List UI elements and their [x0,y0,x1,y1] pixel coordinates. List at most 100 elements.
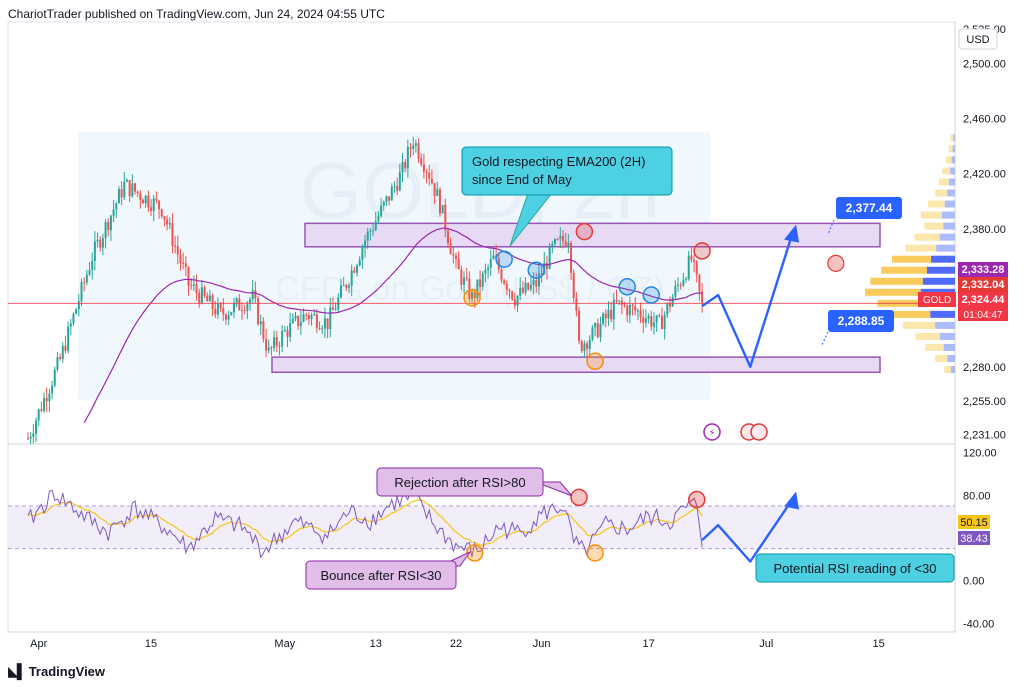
candle-body [564,240,567,246]
candle-body [216,303,219,315]
candle-body [179,254,182,263]
time-axis-tick: May [274,638,295,650]
candle-body [655,315,658,323]
axis-price-label: 2,332.04 [958,277,1008,292]
candle-body [634,306,637,311]
volume-profile [865,134,955,374]
candle-body [401,161,404,173]
support-bounce-marker [586,352,604,371]
candle-body [583,343,586,352]
candle-body [377,215,380,222]
candle-body [147,195,150,208]
volume-profile-bar-up [870,277,923,285]
candle-body [281,331,284,347]
price-projection-arrowhead [784,224,800,243]
bounce-callout: Bounce after RSI<30 [305,560,457,590]
volume-profile-bar-down [953,134,955,142]
volume-profile-bar-down [935,321,955,329]
volume-profile-bar-down [943,343,955,351]
candle-body [364,240,367,248]
tradingview-logo-icon: ◣▌ [8,663,27,679]
candle-body [345,285,348,288]
candle-body [27,438,29,440]
candle-body [463,277,466,285]
candle-body [99,239,102,248]
rsi-rejection-marker [688,490,706,509]
candle-body [206,295,209,302]
price-label-upper-bg [836,197,902,219]
rsi-value-label-text: 38.43 [960,533,988,545]
candle-body [302,314,305,322]
candle-body [487,267,490,270]
us-flag-event-icon [750,423,768,441]
candle-body [666,303,669,315]
candle-body [380,205,383,216]
candle-body [562,235,564,241]
candle-body [88,270,91,275]
volume-profile-bar-down [950,366,955,374]
currency-button[interactable] [958,28,998,50]
candle-body [67,326,70,351]
candle-body [631,304,634,307]
candle-body [545,262,548,269]
candle-body [390,186,393,201]
symbol-tag-bg [918,292,956,307]
symbol-tag-text: GOLD [923,295,951,306]
volume-profile-bar-down [926,266,955,274]
candle-body [232,302,235,313]
candle-body [331,307,334,310]
candle-body [455,255,457,259]
candle-body [374,221,377,231]
candle-body [219,303,222,308]
candle-body [275,337,278,346]
candle-body [433,183,436,196]
volume-profile-bar-down [952,145,955,153]
publish-header: ChariotTrader published on TradingView.c… [8,7,385,21]
candle-body [540,273,543,275]
candle-body [265,338,268,351]
candle-body [639,310,642,318]
time-axis-tick: 22 [450,638,462,650]
candle-body [85,274,88,283]
axis-price-label-text: 2,333.28 [962,264,1005,276]
currency-button-label[interactable]: USD [966,34,989,46]
candle-body [658,315,661,317]
volume-profile-bar-down [939,332,955,340]
candle-body [369,230,372,232]
candle-body [492,255,495,260]
candle-body [479,279,482,287]
lightning-event-icon [703,423,721,441]
candle-body [134,183,136,192]
candle-body [553,239,556,245]
candle-body [578,310,581,341]
ema-touch-marker [642,286,661,304]
rsi-value-label-bg [958,515,990,529]
candle-body [115,203,118,210]
support-zone [271,356,881,374]
candle-body [353,270,356,273]
ema-callout-line1: Gold respecting EMA200 (2H) [472,154,645,169]
candle-body [313,314,316,316]
candle-body [198,292,201,303]
candle-body [615,299,618,302]
rsi-projection-path [701,497,795,563]
volume-profile-bar-up [892,255,932,263]
volume-profile-bar-up [920,211,943,219]
volume-profile-bar-up [944,366,951,374]
time-axis-tick: Jun [533,638,551,650]
candle-body [29,436,32,439]
rsi-bounce-marker [465,544,484,562]
candle-body [190,285,193,287]
candle-body [449,243,452,255]
gold-chart: GOLD, 2hCFDs on Gold (US$ / OZ)2,377.442… [7,21,1008,650]
candle-body [548,245,551,269]
candle-body [521,287,524,293]
rsi-rejection-marker [570,488,588,507]
candle-body [160,209,163,217]
volume-profile-bar-up [948,145,953,153]
candle-body [289,322,292,337]
ema-touch-marker [527,261,545,279]
volume-profile-bar-down [950,167,955,175]
candle-body [192,284,195,286]
rsi-axis-tick: 0.00 [963,576,984,588]
